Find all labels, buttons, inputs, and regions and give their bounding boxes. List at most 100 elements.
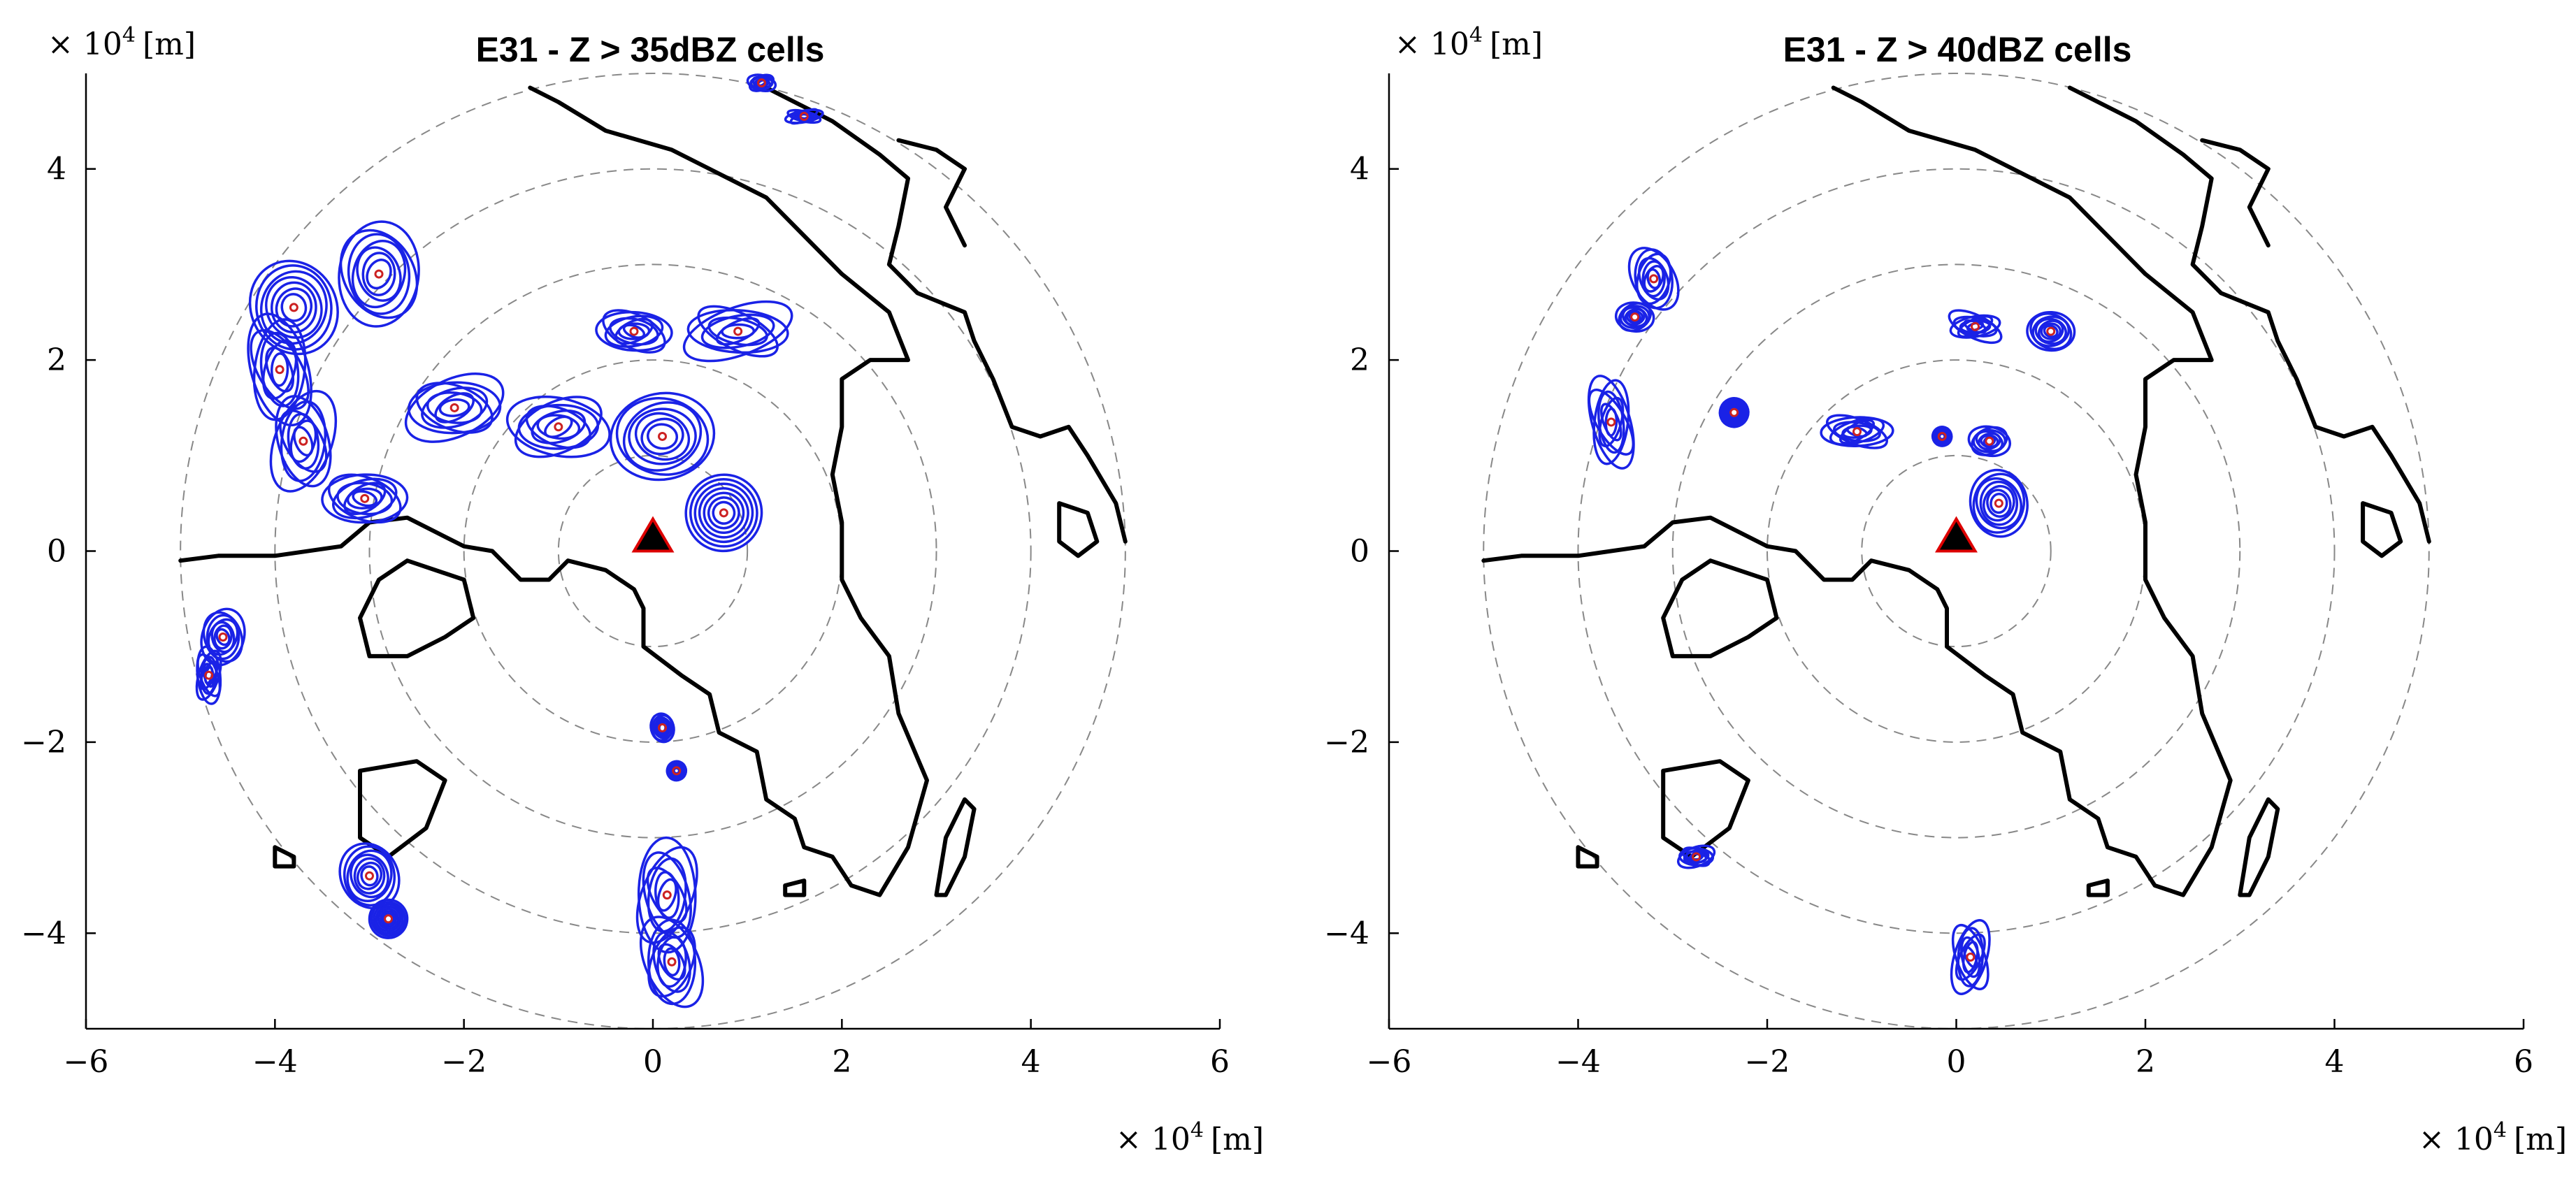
coastline — [896, 138, 967, 248]
cell-contour — [1588, 389, 1635, 456]
cell-contour — [1634, 248, 1674, 310]
cell — [595, 309, 673, 354]
cell-contour — [265, 276, 323, 339]
cell-contour — [352, 490, 378, 507]
y-unit-prefix: × 10 — [1395, 27, 1469, 62]
cell-contour — [377, 907, 400, 930]
cell-contour — [634, 412, 691, 461]
coastline — [2238, 797, 2280, 897]
cell-contour — [275, 395, 332, 488]
cell-contour — [707, 496, 740, 530]
y-tick-label: 2 — [1350, 342, 1369, 378]
cell-contour — [265, 346, 295, 393]
cell — [195, 645, 222, 705]
x-tick-label: −6 — [64, 1044, 109, 1080]
cell — [338, 220, 420, 328]
cell — [684, 473, 763, 553]
cell-contour — [408, 381, 502, 435]
cell-center — [275, 365, 285, 375]
cell-contour — [652, 930, 691, 993]
cell-contour — [698, 487, 749, 539]
cell-contour — [686, 309, 789, 354]
cell-contour — [370, 901, 407, 937]
x-tick-label: 0 — [1947, 1044, 1966, 1080]
x-tick-label: 4 — [2325, 1044, 2345, 1080]
coastline — [764, 85, 1128, 544]
cell-contour — [1841, 424, 1873, 439]
y-tick-label: 0 — [47, 534, 66, 570]
cell — [1614, 301, 1655, 333]
cell-contour — [331, 477, 398, 520]
radar-site-marker — [631, 516, 675, 553]
cell-contour — [280, 293, 308, 322]
range-ring — [557, 454, 749, 648]
cell — [269, 389, 338, 493]
x-unit-label: × 104 [m] — [2419, 1118, 2567, 1157]
coastline — [178, 85, 929, 897]
svg-text:× 104[m]: × 104 [m] — [48, 23, 196, 62]
cell-center — [365, 871, 374, 881]
x-unit-exponent: 4 — [1190, 1118, 1204, 1143]
cell-contour — [421, 386, 489, 429]
cell-contour — [656, 878, 677, 912]
cell-contour — [426, 391, 483, 424]
cell-contour — [1643, 265, 1664, 293]
coastline — [783, 878, 807, 897]
cell-contour — [275, 287, 313, 328]
coastline — [934, 797, 977, 897]
cell-center — [719, 508, 728, 518]
cell-contour — [609, 391, 716, 482]
x-tick-label: 2 — [832, 1044, 851, 1080]
cell — [649, 712, 675, 744]
cell-contour — [1977, 432, 2001, 451]
cell-contour — [1972, 472, 2026, 534]
cell-contour — [1600, 403, 1622, 442]
svg-text:× 104[m]: × 104 [m] — [1116, 1118, 1264, 1157]
cell-center — [662, 890, 672, 900]
y-tick-label: 4 — [47, 152, 66, 187]
cell-contour — [1723, 402, 1745, 424]
cell-center — [1649, 274, 1659, 284]
cell-contour — [339, 229, 419, 319]
cell — [609, 391, 716, 482]
cell-contour — [1972, 428, 2007, 454]
cell-contour — [438, 398, 470, 417]
cell-contour — [1975, 477, 2023, 530]
cell-contour — [1722, 400, 1746, 425]
cell-contour — [622, 324, 646, 339]
cell-contour — [1646, 268, 1662, 289]
cell-contour — [321, 473, 409, 524]
cell-contour — [2029, 312, 2073, 351]
cell — [1676, 844, 1716, 869]
x-tick-label: −2 — [441, 1044, 487, 1080]
cell-contour — [657, 943, 686, 981]
cell-center — [1630, 312, 1640, 322]
coastline — [2067, 85, 2431, 544]
cell-contour — [693, 482, 754, 544]
cell-center — [449, 403, 459, 412]
cell — [1820, 414, 1894, 449]
cell-contour — [617, 322, 651, 340]
cell-center — [658, 431, 668, 441]
y-tick-label: 4 — [1350, 152, 1369, 187]
cell-center — [667, 957, 677, 967]
cell-contour — [346, 487, 383, 509]
cell-contour — [270, 352, 289, 387]
x-tick-label: 6 — [1210, 1044, 1230, 1080]
coastline — [1661, 759, 1750, 859]
cell-contour — [2034, 317, 2067, 345]
cell-center — [1937, 431, 1947, 441]
cell-center — [1985, 436, 1994, 446]
range-ring — [368, 263, 937, 839]
cell-contour — [379, 910, 398, 928]
cell-contour — [637, 836, 697, 954]
x-unit-prefix: × 10 — [1116, 1122, 1190, 1157]
cell — [321, 473, 409, 524]
coastline — [1661, 558, 1779, 658]
y-unit-label: × 104 [m] — [48, 23, 196, 62]
cell-contour — [2040, 322, 2062, 340]
cell — [746, 73, 777, 93]
x-unit-suffix: [m] — [2514, 1122, 2567, 1157]
y-unit-suffix: [m] — [1490, 27, 1543, 62]
